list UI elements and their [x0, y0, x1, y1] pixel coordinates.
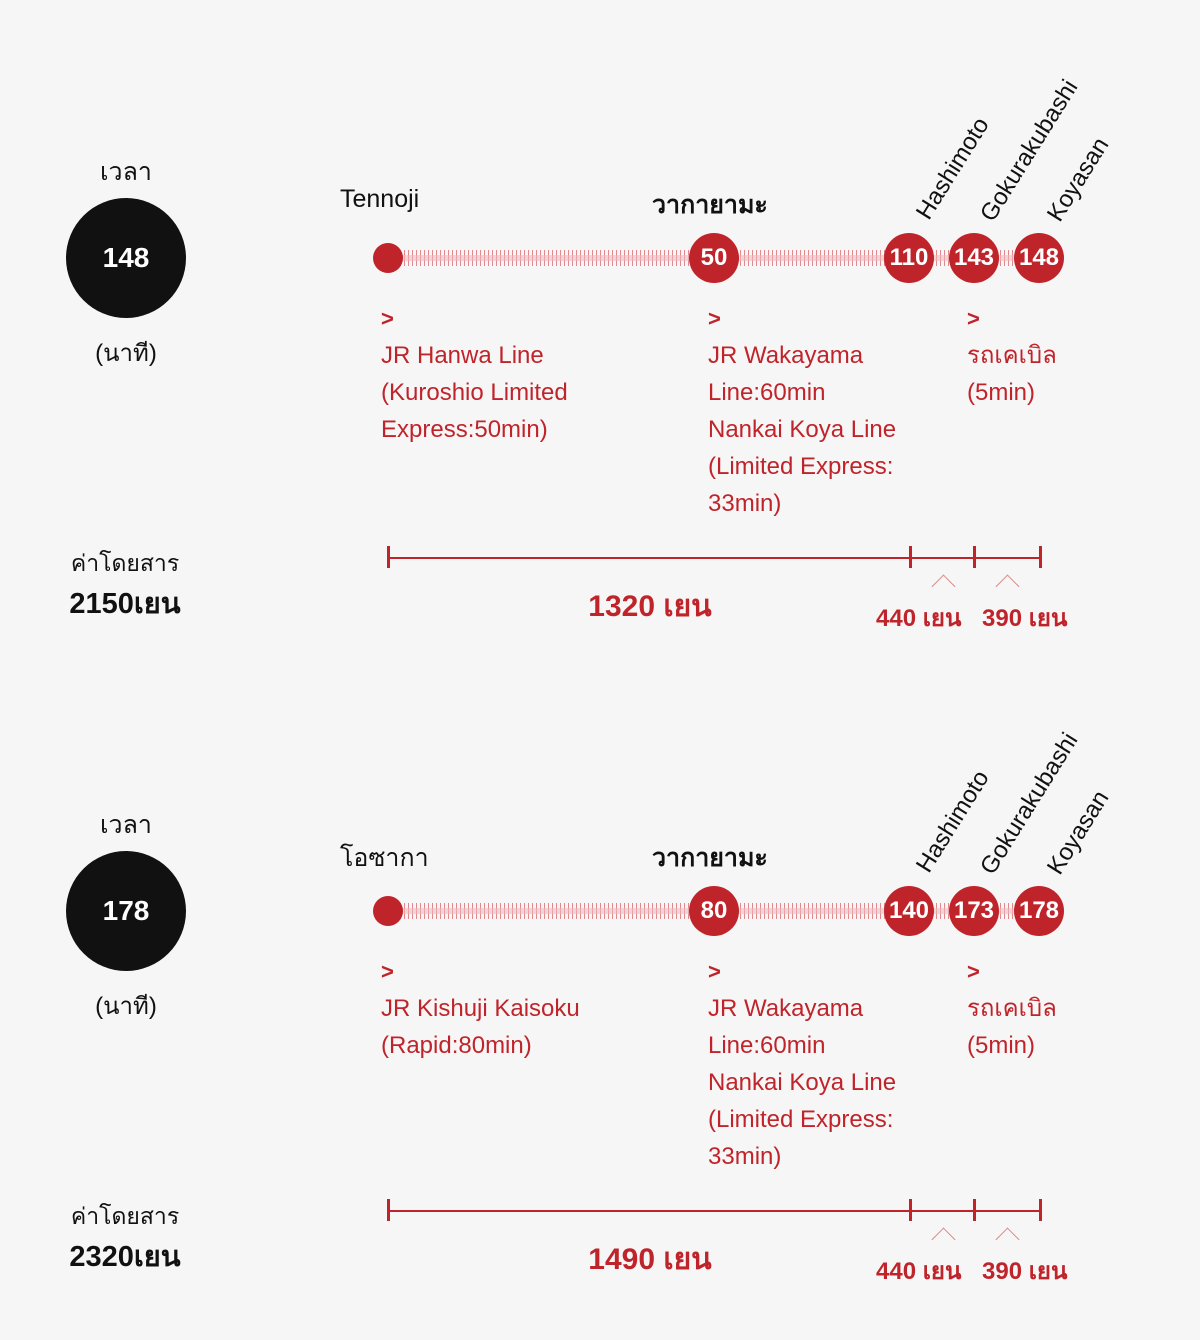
start-station-name: โอซากา — [340, 844, 429, 872]
arrow-right-icon: > — [967, 306, 980, 331]
segment-info: > JR Kishuji Kaisoku (Rapid:80min) — [381, 953, 580, 1064]
segment-line-text: Nankai Koya Line — [708, 1069, 897, 1096]
segment-info: > JR Hanwa Line (Kuroshio Limited Express:5… — [381, 300, 568, 448]
station-name-koyasan: Koyasan — [1042, 785, 1115, 880]
segment-line-text: JR Wakayama — [708, 342, 864, 369]
total-time-circle: 148 — [66, 198, 186, 318]
segment-line-text: (5min) — [967, 379, 1036, 406]
time-unit: (นาที) — [95, 993, 157, 1020]
segment-line-text: JR Hanwa Line — [381, 342, 544, 369]
route-diagram: เวลา 148 (นาที) Tennoji วากายามะ Hashimo… — [0, 0, 1200, 653]
start-station-dot — [373, 243, 403, 273]
fare-tick — [973, 546, 976, 568]
route-diagram: เวลา 178 (นาที) โอซากา วากายามะ Hashimot… — [0, 653, 1200, 1306]
segment-line-text: Line:60min — [708, 1032, 826, 1059]
mid-station-name: วากายามะ — [652, 844, 768, 872]
segment-line-text: Express:50min) — [381, 416, 548, 443]
fare-segment-koyasan: 390 เยน — [982, 1258, 1068, 1285]
segment-line-text: JR Wakayama — [708, 995, 864, 1022]
segment-line-text: รถเคเบิล — [967, 342, 1057, 369]
fare-segment-main: 1490 เยน — [588, 1243, 712, 1276]
segment-line-text: (Kuroshio Limited — [381, 379, 568, 406]
fare-segment-cable: 440 เยน — [876, 605, 962, 632]
arrow-right-icon: > — [381, 959, 394, 984]
station-node-hashimoto: 140 — [884, 886, 934, 936]
segment-line-text: (Limited Express: — [708, 1106, 894, 1133]
fare-tick — [1039, 1199, 1042, 1221]
chevron-up-icon — [931, 574, 956, 599]
start-station-dot — [373, 896, 403, 926]
segment-line-text: 33min) — [708, 490, 782, 517]
station-node-mid: 80 — [689, 886, 739, 936]
segment-line-text: JR Kishuji Kaisoku — [381, 995, 580, 1022]
segment-line-text: รถเคเบิล — [967, 995, 1057, 1022]
fare-label: ค่าโดยสาร — [70, 1203, 180, 1229]
segment-line-text: 33min) — [708, 1143, 782, 1170]
fare-tick — [909, 1199, 912, 1221]
fare-bar — [388, 1210, 1041, 1212]
segment-info: > รถเคเบิล (5min) — [967, 953, 1057, 1064]
station-name-koyasan: Koyasan — [1042, 132, 1115, 227]
segment-line-text: (Limited Express: — [708, 453, 894, 480]
time-label: เวลา — [100, 158, 152, 186]
fare-tick — [973, 1199, 976, 1221]
segment-info: > รถเคเบิล (5min) — [967, 300, 1057, 411]
arrow-right-icon: > — [967, 959, 980, 984]
station-node-mid: 50 — [689, 233, 739, 283]
time-unit: (นาที) — [95, 340, 157, 367]
chevron-up-icon — [995, 1227, 1020, 1252]
arrow-right-icon: > — [708, 959, 721, 984]
station-node-gokurakubashi: 173 — [949, 886, 999, 936]
chevron-up-icon — [995, 574, 1020, 599]
fare-tick — [1039, 546, 1042, 568]
fare-bar — [388, 557, 1041, 559]
fare-tick — [387, 1199, 390, 1221]
fare-total: 2150เยน — [69, 588, 181, 620]
arrow-right-icon: > — [381, 306, 394, 331]
mid-station-name: วากายามะ — [652, 191, 768, 219]
segment-info: > JR Wakayama Line:60min Nankai Koya Line (L… — [708, 300, 896, 522]
total-time-circle: 178 — [66, 851, 186, 971]
segment-line-text: Line:60min — [708, 379, 826, 406]
time-label: เวลา — [100, 811, 152, 839]
fare-tick — [909, 546, 912, 568]
fare-segment-cable: 440 เยน — [876, 1258, 962, 1285]
chevron-up-icon — [931, 1227, 956, 1252]
start-station-name: Tennoji — [340, 185, 420, 213]
fare-total: 2320เยน — [69, 1241, 181, 1273]
segment-info: > JR Wakayama Line:60min Nankai Koya Line (L… — [708, 953, 896, 1175]
arrow-right-icon: > — [708, 306, 721, 331]
station-node-gokurakubashi: 143 — [949, 233, 999, 283]
station-node-hashimoto: 110 — [884, 233, 934, 283]
segment-line-text: (Rapid:80min) — [381, 1032, 532, 1059]
fare-segment-koyasan: 390 เยน — [982, 605, 1068, 632]
fare-segment-main: 1320 เยน — [588, 590, 712, 623]
station-node-koyasan: 148 — [1014, 233, 1064, 283]
station-node-koyasan: 178 — [1014, 886, 1064, 936]
fare-label: ค่าโดยสาร — [70, 550, 180, 576]
fare-tick — [387, 546, 390, 568]
segment-line-text: Nankai Koya Line — [708, 416, 897, 443]
segment-line-text: (5min) — [967, 1032, 1036, 1059]
